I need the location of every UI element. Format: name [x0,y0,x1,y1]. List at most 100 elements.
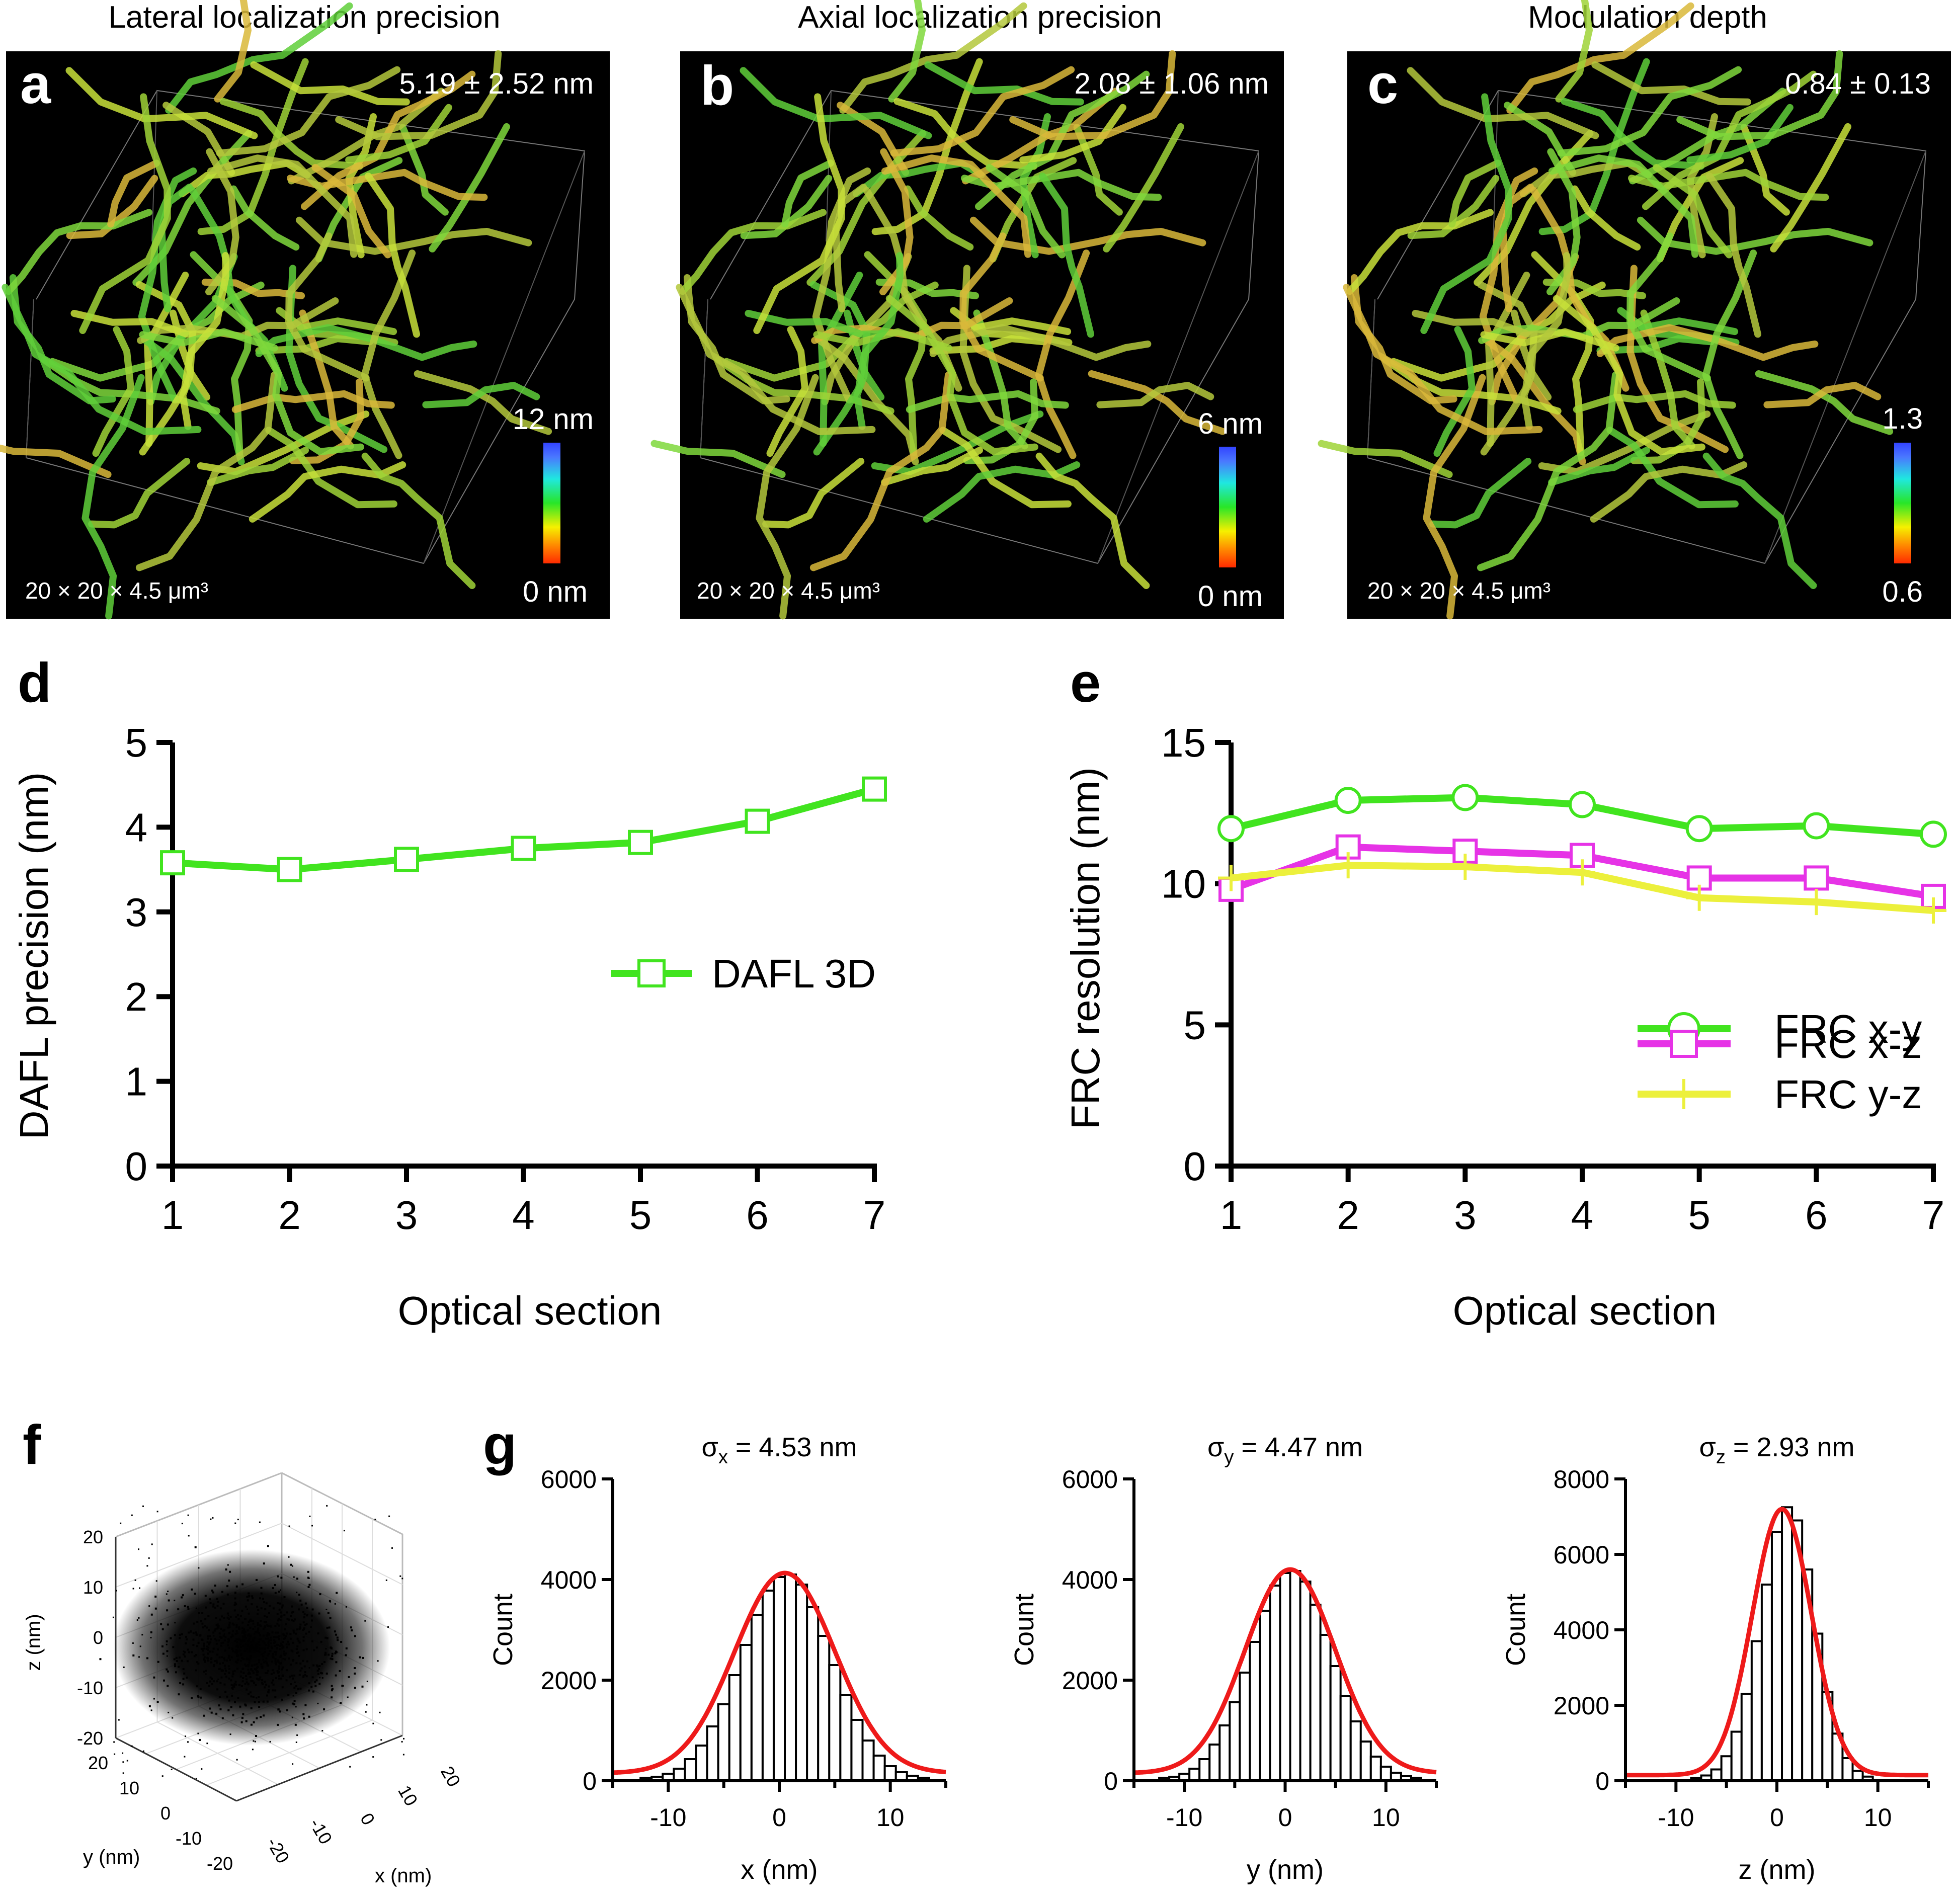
scatter-point [207,1646,210,1649]
scatter-point [247,1664,250,1666]
scatter-point [302,1649,305,1651]
scatter-point-outlier [291,1565,293,1567]
scatter-point [181,1660,183,1662]
mitochondrion-strand [1429,458,1532,529]
data-point [277,857,302,882]
scatter-point [287,1694,290,1696]
chart-g2-histogram-y: σy = 4.47 nm 0 2000 4000 6000 -10 0 10 y (nm) Cou… [1009,1432,1438,1885]
scatter-point [256,1605,259,1608]
scatter-point-outlier [262,1665,264,1667]
data-point [745,808,770,834]
grid-line [115,1737,237,1802]
scatter-point-outlier [205,1673,207,1675]
scatter-point [199,1688,202,1690]
mitochondrion-strand [1407,175,1500,239]
mitochondrion-strand [1448,159,1501,228]
scatter-point-outlier [325,1609,328,1610]
tick-label: 20 [83,1527,103,1547]
scatter-point [195,1669,197,1672]
y-tick-label: 2000 [1062,1667,1118,1695]
chart-d-xlabel: Optical section [398,1288,662,1333]
scatter-point [275,1636,277,1638]
scatter-point [265,1602,268,1605]
scatter-point [277,1708,280,1711]
scatter-point [275,1663,277,1666]
scatter-point-outlier [247,1608,248,1610]
scatter-point [220,1676,223,1679]
mitochondrion-strand [839,2,1027,114]
scatter-point [270,1645,273,1648]
scatter-point [252,1670,254,1672]
scatter-point [231,1687,233,1689]
scatter-point [195,1631,197,1634]
scatter-point-outlier [156,1511,158,1513]
scatter-point [272,1683,275,1686]
scatter-point [256,1717,258,1719]
scatter-point [188,1651,190,1653]
scatter-point [166,1668,168,1671]
scatter-point-outlier [280,1589,281,1591]
scatter-point [206,1682,208,1684]
scatter-point-outlier [399,1575,401,1577]
scatter-point [256,1649,258,1652]
histogram-bar [772,1576,786,1782]
scatter-point [203,1671,205,1673]
scatter-point [203,1644,205,1647]
scatter-point [241,1640,243,1642]
scatter-point [330,1646,332,1649]
scatter-point [267,1644,270,1646]
scatter-point [308,1689,310,1692]
mitochondrion-strand [255,335,374,355]
scatter-point [325,1672,328,1675]
x-tick-label: 10 [1372,1803,1400,1832]
scatter-point [277,1602,279,1604]
scatter-point [218,1632,221,1635]
scatter-point [289,1637,292,1640]
scatter-point [261,1653,263,1655]
scatter-point [235,1645,238,1647]
scatter-point [242,1658,245,1660]
scatter-point [274,1658,277,1661]
scatter-point [221,1669,224,1672]
volume-box-edge [1367,299,1375,458]
scatter-point [251,1603,253,1606]
mitochondrion-strand [365,173,420,338]
mitochondrion-strand [963,378,1039,464]
scatter-point [201,1612,204,1614]
scatter-point [212,1603,215,1606]
mitochondrion-strand [1035,452,1150,589]
scatter-point [218,1668,221,1670]
scatter-point [236,1614,239,1617]
scatter-point [297,1651,299,1653]
scatter-point [267,1670,269,1672]
scatter-point [200,1620,202,1622]
scatter-point [350,1626,352,1629]
scatter-point [206,1657,209,1659]
panel-c-colorbar-max: 1.3 [1882,402,1923,435]
scatter-point [258,1701,260,1703]
scatter-point [230,1706,232,1708]
tick-label: -10 [77,1678,103,1698]
scatter-point [244,1683,247,1685]
scatter-point [197,1663,200,1665]
scatter-point-outlier [213,1635,215,1637]
scatter-point [207,1615,210,1617]
mitochondrion-strand [1553,295,1705,455]
mitochondrion-strand [1606,427,1739,509]
scatter-point [285,1652,287,1655]
tick-label: 10 [119,1778,139,1798]
scatter-point-outlier [134,1579,136,1581]
scatter-point [206,1645,208,1648]
scatter-point-outlier [229,1733,231,1735]
scatter-point [255,1735,257,1737]
scatter-point [227,1644,229,1646]
scatter-point [310,1614,313,1617]
scatter-point [257,1622,259,1624]
mitochondrion-strand [881,154,1032,258]
scatter-point [226,1616,229,1619]
scatter-point [212,1631,215,1634]
scatter-point [217,1626,220,1629]
scatter-point [273,1642,276,1644]
scatter-point [278,1618,280,1620]
scatter-point [212,1605,215,1608]
